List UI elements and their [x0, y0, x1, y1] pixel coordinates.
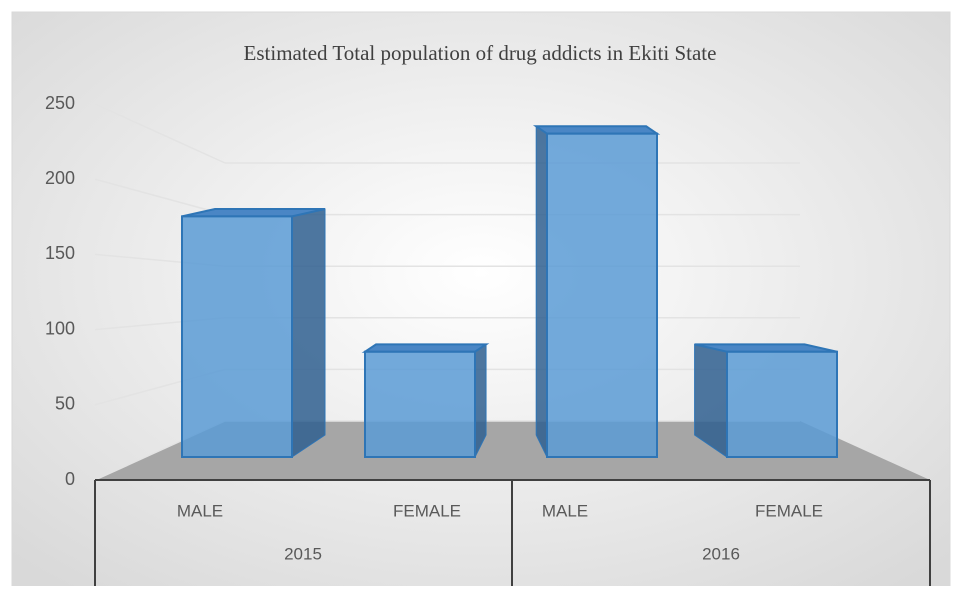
y-tick-label: 0 [65, 469, 75, 489]
x-tick-label: FEMALE [755, 501, 823, 520]
x-tick-label: FEMALE [393, 501, 461, 520]
chart-background [11, 11, 951, 591]
bar-side [291, 208, 326, 458]
bar [364, 350, 476, 458]
grid-line [94, 178, 226, 216]
x-tick-label: MALE [177, 501, 223, 520]
bar [181, 215, 293, 458]
bar-top [532, 125, 661, 135]
y-tick-label: 250 [45, 93, 75, 113]
y-tick-label: 50 [55, 394, 75, 414]
grid-line [94, 103, 226, 164]
y-tick-label: 100 [45, 318, 75, 338]
group-label: 2015 [284, 544, 322, 563]
bar-side [535, 125, 548, 458]
y-tick-label: 200 [45, 168, 75, 188]
chart-title: Estimated Total population of drug addic… [244, 41, 717, 65]
bar [546, 132, 658, 458]
bar [726, 350, 838, 458]
group-label: 2016 [702, 544, 740, 563]
y-tick-label: 150 [45, 243, 75, 263]
bar-top [361, 343, 490, 353]
x-tick-label: MALE [542, 501, 588, 520]
